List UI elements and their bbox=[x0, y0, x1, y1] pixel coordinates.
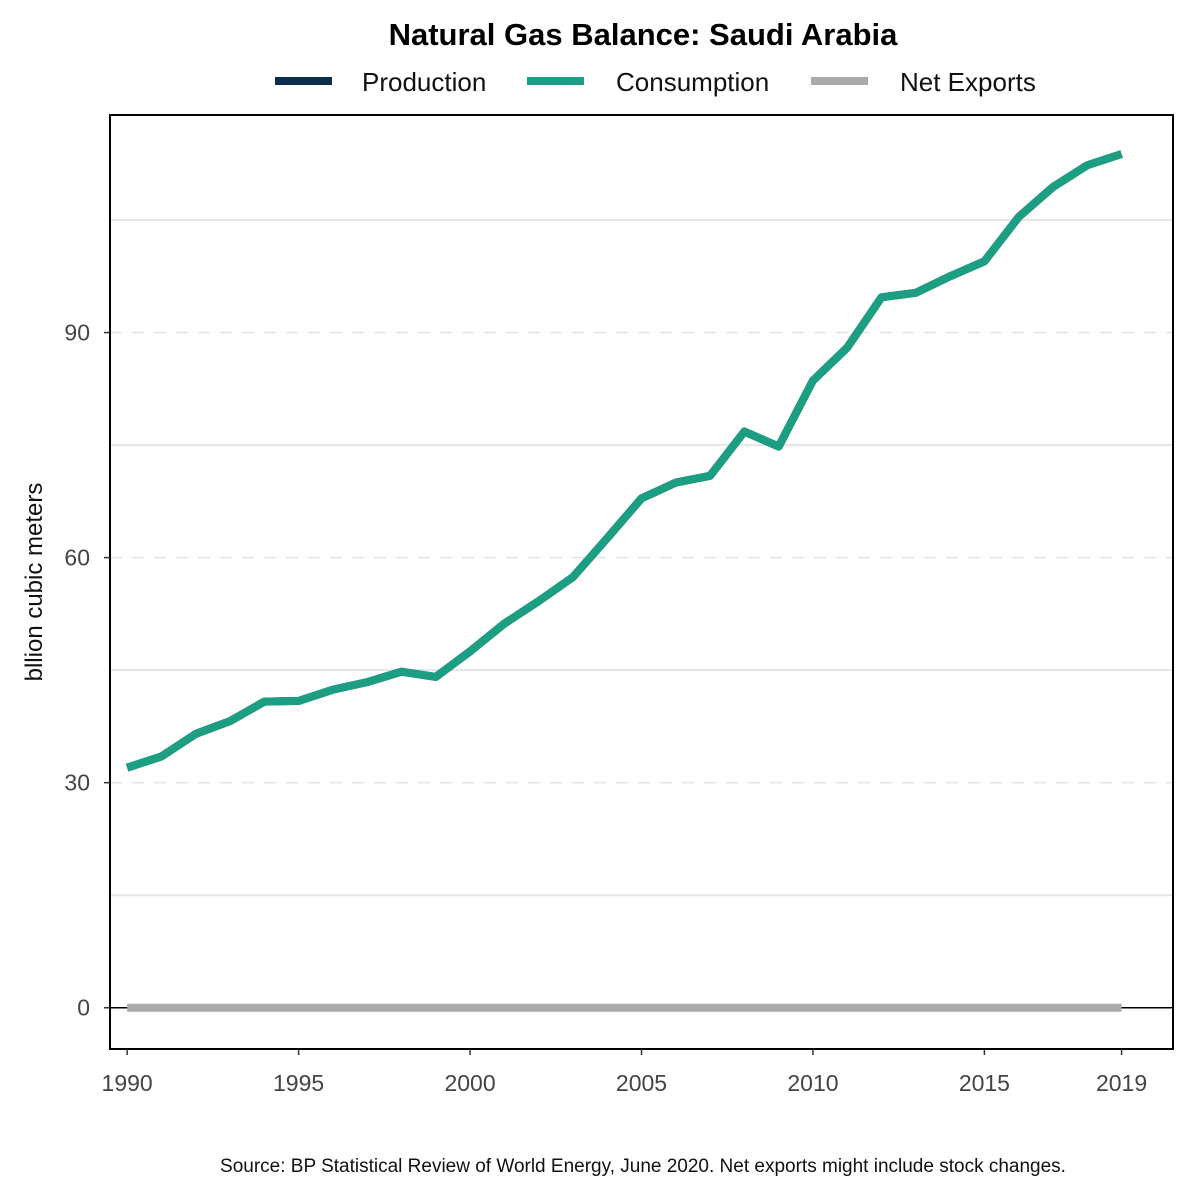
plot-frame bbox=[109, 114, 1174, 1050]
x-tick-label: 2010 bbox=[787, 1070, 838, 1096]
x-axis: 1990 1995 2000 2005 2010 2015 2019 bbox=[102, 1049, 1147, 1096]
x-tick-label: 2015 bbox=[959, 1070, 1010, 1096]
chart-title: Natural Gas Balance: Saudi Arabia bbox=[389, 17, 899, 52]
y-axis: 0 30 60 90 bbox=[64, 320, 110, 1021]
y-tick-label: 30 bbox=[64, 770, 90, 796]
y-tick-label: 90 bbox=[64, 320, 90, 346]
y-tick-label: 0 bbox=[77, 995, 90, 1021]
x-tick-label: 2000 bbox=[444, 1070, 495, 1096]
y-tick-label: 60 bbox=[64, 545, 90, 571]
legend: Production Consumption Net Exports bbox=[275, 67, 1036, 97]
x-tick-label: 1990 bbox=[102, 1070, 153, 1096]
legend-label-net-exports: Net Exports bbox=[900, 67, 1036, 97]
series-layer bbox=[110, 150, 1173, 1012]
legend-label-consumption: Consumption bbox=[616, 67, 769, 97]
x-tick-label: 2005 bbox=[616, 1070, 667, 1096]
source-note: Source: BP Statistical Review of World E… bbox=[220, 1156, 1066, 1177]
gridlines bbox=[110, 219, 1173, 897]
y-axis-label: bllion cubic meters bbox=[21, 483, 48, 682]
x-tick-label: 1995 bbox=[273, 1070, 324, 1096]
x-tick-label: 2019 bbox=[1096, 1070, 1147, 1096]
series-line-production bbox=[125, 150, 1123, 772]
series-line-consumption bbox=[125, 150, 1123, 772]
legend-label-production: Production bbox=[362, 67, 486, 97]
